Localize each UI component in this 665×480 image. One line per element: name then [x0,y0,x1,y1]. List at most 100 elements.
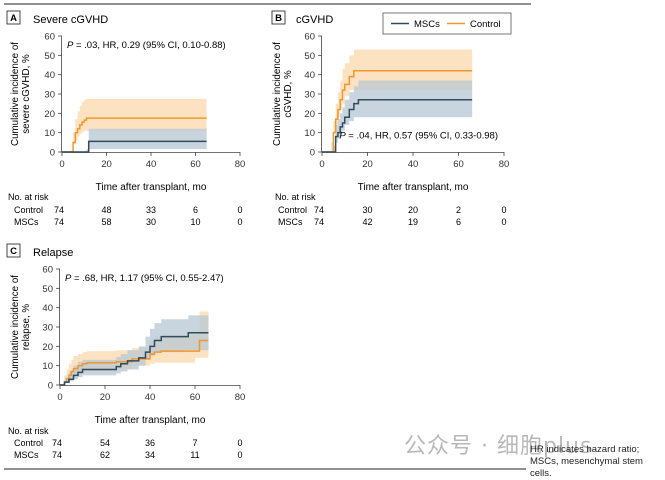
panel-title: cGVHD [296,14,333,26]
x-tick-label: 80 [235,159,246,170]
risk-table-title: No. at risk [8,192,49,202]
x-tick-label: 60 [453,159,464,170]
msc-series-line [62,140,207,153]
risk-cell: 36 [145,438,155,448]
y-tick-label: 40 [42,303,53,314]
x-axis-label: Time after transplant, mo [96,182,207,193]
risk-cell: 74 [314,205,324,215]
legend-control-label: Control [470,19,501,30]
panel-letter-box [271,10,286,25]
y-tick-label: 20 [304,109,315,120]
panel-letter-box [6,243,21,258]
y-axis-label: Cumulative incidence ofcGVHD, % [272,42,294,146]
x-tick-label: 80 [235,392,246,403]
control-series-line [62,117,207,153]
x-tick-label: 20 [362,159,373,170]
risk-cell: 33 [146,205,156,215]
panel-letter-box [6,10,21,25]
stat-annotation: P = .68, HR, 1.17 (95% CI, 0.55-2.47) [65,273,224,284]
stat-annotation: P = .03, HR, 0.29 (95% CI, 0.10-0.88) [67,40,226,51]
x-tick-label: 20 [101,159,112,170]
y-tick-label: 50 [44,51,55,62]
msc-ci-band [322,80,473,152]
y-axis-label: Cumulative incidence ofrelapse, % [10,275,32,379]
x-tick-label: 40 [145,392,156,403]
risk-cell: 6 [193,205,198,215]
panel-title: Relapse [33,247,73,259]
y-tick-label: 50 [42,284,53,295]
risk-row-label: MSCs [14,450,39,460]
risk-row-label: MSCs [278,217,303,227]
risk-row-label: Control [14,205,43,215]
panel-title: Severe cGVHD [33,14,108,26]
x-tick-label: 0 [57,392,62,403]
risk-cell: 6 [456,217,461,227]
risk-cell: 0 [237,438,242,448]
stat-annotation-text: = .04, HR, 0.57 (95% CI, 0.33-0.98) [346,131,498,142]
risk-cell: 19 [408,217,418,227]
control-ci-band [322,49,473,152]
x-tick-label: 80 [499,159,510,170]
panel-letter: C [10,246,17,257]
y-axis-label-line: severe cGVHD, % [21,54,32,134]
x-tick-label: 0 [319,159,324,170]
y-axis-label-line: Cumulative incidence of [272,42,283,146]
y-tick-label: 10 [42,361,53,372]
risk-cell: 0 [501,217,506,227]
legend-msc-label: MSCs [414,19,440,30]
risk-cell: 0 [237,205,242,215]
y-tick-label: 60 [42,265,53,276]
risk-row-label: Control [278,205,307,215]
risk-cell: 74 [314,217,324,227]
footnote: HR indicates hazard ratio; MSCs, mesench… [530,444,643,479]
stat-annotation-text: = .03, HR, 0.29 (95% CI, 0.10-0.88) [73,40,225,51]
risk-cell: 30 [362,205,372,215]
x-tick-label: 60 [190,392,201,403]
risk-cell: 20 [408,205,418,215]
y-tick-label: 30 [304,90,315,101]
msc-series-line [322,99,473,153]
y-tick-label: 20 [42,342,53,353]
y-tick-label: 20 [44,109,55,120]
risk-cell: 0 [237,217,242,227]
risk-row-label: MSCs [14,217,39,227]
y-tick-label: 60 [304,32,315,43]
risk-cell: 54 [100,438,110,448]
y-axis-label-line: Cumulative incidence of [10,275,21,379]
stat-annotation-text: = .68, HR, 1.17 (95% CI, 0.55-2.47) [71,273,223,284]
risk-cell: 74 [52,450,62,460]
panel-letter: B [275,13,282,24]
risk-cell: 58 [101,217,111,227]
x-tick-label: 20 [100,392,111,403]
p-value-label: P [65,273,72,284]
risk-table-title: No. at risk [275,192,316,202]
p-value-label: P [339,131,346,142]
risk-cell: 42 [362,217,372,227]
risk-cell: 74 [54,205,64,215]
msc-ci-band [60,315,209,385]
panel-letter: A [10,13,17,24]
risk-cell: 74 [54,217,64,227]
risk-row-label: Control [14,438,43,448]
y-tick-label: 30 [44,90,55,101]
y-tick-label: 10 [44,128,55,139]
risk-cell: 10 [190,217,200,227]
y-axis-label-line: cGVHD, % [283,70,294,118]
y-tick-label: 0 [50,148,55,159]
risk-cell: 7 [192,438,197,448]
y-tick-label: 30 [42,323,53,334]
y-axis-label-line: Cumulative incidence of [10,42,21,146]
x-tick-label: 0 [59,159,64,170]
risk-cell: 2 [456,205,461,215]
risk-cell: 30 [146,217,156,227]
p-value-label: P [67,40,74,51]
x-axis-label: Time after transplant, mo [95,415,206,426]
msc-series-line [60,332,209,386]
y-tick-label: 0 [48,381,53,392]
risk-cell: 0 [237,450,242,460]
x-axis-label: Time after transplant, mo [358,182,469,193]
x-tick-label: 40 [408,159,419,170]
control-ci-band [62,98,207,152]
